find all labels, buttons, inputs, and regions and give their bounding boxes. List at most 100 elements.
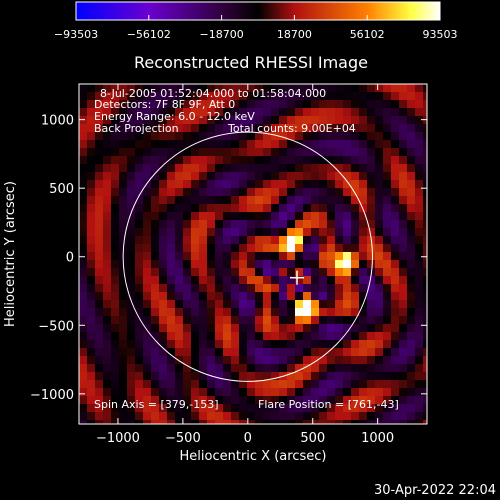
image-pixel <box>279 148 288 157</box>
image-pixel <box>247 276 256 285</box>
image-pixel <box>87 124 96 133</box>
image-pixel <box>415 212 424 221</box>
image-pixel <box>95 220 104 229</box>
image-pixel <box>415 132 424 141</box>
image-pixel <box>135 292 144 301</box>
image-pixel <box>399 324 408 333</box>
image-pixel <box>287 380 296 389</box>
image-pixel <box>215 308 224 317</box>
image-pixel <box>95 196 104 205</box>
image-pixel <box>175 292 184 301</box>
image-pixel <box>199 276 208 285</box>
image-pixel <box>215 332 224 341</box>
image-pixel <box>247 204 256 213</box>
image-pixel <box>151 260 160 269</box>
image-pixel <box>87 204 96 213</box>
image-pixel <box>215 340 224 349</box>
image-pixel <box>327 380 336 389</box>
image-pixel <box>175 324 184 333</box>
image-pixel <box>295 332 304 341</box>
image-pixel <box>135 244 144 253</box>
image-pixel <box>255 236 264 245</box>
image-pixel <box>143 332 152 341</box>
image-pixel <box>231 164 240 173</box>
image-pixel <box>239 324 248 333</box>
image-pixel <box>351 268 360 277</box>
image-pixel <box>247 324 256 333</box>
image-pixel <box>375 268 384 277</box>
image-pixel <box>295 244 304 253</box>
image-pixel <box>135 148 144 157</box>
image-pixel <box>343 332 352 341</box>
image-pixel <box>215 108 224 117</box>
image-pixel <box>327 340 336 349</box>
image-pixel <box>87 260 96 269</box>
image-pixel <box>359 364 368 373</box>
image-pixel <box>383 260 392 269</box>
image-pixel <box>311 188 320 197</box>
image-pixel <box>111 92 120 101</box>
image-pixel <box>407 116 416 125</box>
image-pixel <box>359 388 368 397</box>
image-pixel <box>343 316 352 325</box>
annotation-flare-position: Flare Position = [761,-43] <box>258 398 399 411</box>
image-pixel <box>359 404 368 413</box>
image-pixel <box>119 108 128 117</box>
image-pixel <box>407 340 416 349</box>
image-pixel <box>95 292 104 301</box>
image-pixel <box>287 252 296 261</box>
image-pixel <box>183 260 192 269</box>
image-pixel <box>143 396 152 405</box>
image-pixel <box>303 364 312 373</box>
image-pixel <box>263 84 272 93</box>
image-pixel <box>343 244 352 253</box>
image-pixel <box>111 276 120 285</box>
image-pixel <box>247 228 256 237</box>
image-pixel <box>135 396 144 405</box>
image-pixel <box>239 100 248 109</box>
image-pixel <box>119 124 128 133</box>
image-pixel <box>215 316 224 325</box>
image-pixel <box>79 148 88 157</box>
image-pixel <box>79 244 88 253</box>
image-pixel <box>247 244 256 253</box>
image-pixel <box>359 212 368 221</box>
image-pixel <box>215 372 224 381</box>
image-pixel <box>119 396 128 405</box>
image-pixel <box>207 284 216 293</box>
image-pixel <box>295 276 304 285</box>
image-pixel <box>375 140 384 149</box>
image-pixel <box>303 316 312 325</box>
image-pixel <box>359 196 368 205</box>
image-pixel <box>239 220 248 229</box>
image-pixel <box>295 116 304 125</box>
image-pixel <box>367 284 376 293</box>
image-pixel <box>375 276 384 285</box>
image-pixel <box>127 156 136 165</box>
image-pixel <box>175 260 184 269</box>
image-pixel <box>183 228 192 237</box>
image-pixel <box>87 220 96 229</box>
image-pixel <box>423 220 427 229</box>
image-pixel <box>359 380 368 389</box>
image-pixel <box>407 300 416 309</box>
image-pixel <box>119 212 128 221</box>
image-pixel <box>407 332 416 341</box>
image-pixel <box>111 396 120 405</box>
image-pixel <box>87 388 96 397</box>
image-pixel <box>103 404 112 413</box>
image-pixel <box>367 132 376 141</box>
image-pixel <box>231 380 240 389</box>
image-pixel <box>79 284 88 293</box>
image-pixel <box>271 84 280 93</box>
image-pixel <box>327 292 336 301</box>
image-pixel <box>199 140 208 149</box>
image-pixel <box>255 140 264 149</box>
image-pixel <box>207 164 216 173</box>
image-pixel <box>359 412 368 421</box>
image-pixel <box>207 252 216 261</box>
image-pixel <box>303 404 312 413</box>
annotation-time-range: 8-Jul-2005 01:52:04.000 to 01:58:04.000 <box>100 87 326 100</box>
image-pixel <box>327 228 336 237</box>
image-pixel <box>87 252 96 261</box>
